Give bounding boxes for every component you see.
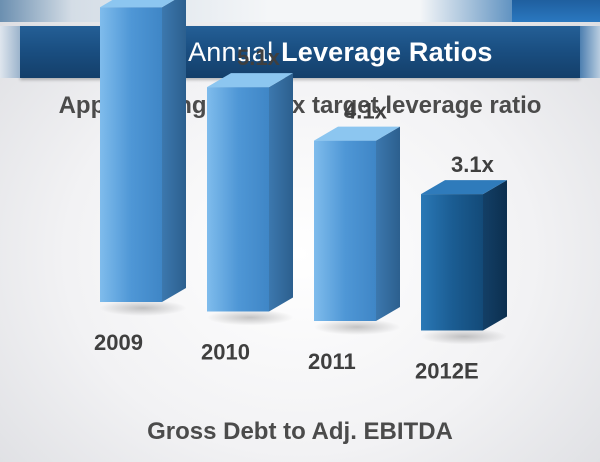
bar-shadow-2010 <box>206 309 294 326</box>
bar-2011 <box>313 126 401 335</box>
bar-side-2009 <box>162 0 186 302</box>
bar-side-2011 <box>376 126 400 321</box>
bar-top-2011 <box>314 126 400 141</box>
bar-2009 <box>99 0 187 316</box>
top-accent-block <box>512 0 600 22</box>
bar-shadow-2012e <box>420 328 508 345</box>
bar-2010 <box>206 73 294 326</box>
bar-front-2009 <box>100 7 162 302</box>
bar-top-2012e <box>421 180 507 195</box>
title-bar-left-edge <box>0 26 20 78</box>
category-label-2009: 2009 <box>94 330 143 355</box>
value-label-2012e: 3.1x <box>451 152 495 177</box>
bar-shadow-2011 <box>313 319 401 335</box>
bar-2012e <box>420 180 508 345</box>
bar-front-2010 <box>207 87 269 312</box>
value-label-2011: 4.1x <box>344 99 388 124</box>
bar-front-2011 <box>314 140 376 321</box>
value-label-2010: 5.1x <box>237 45 281 70</box>
category-label-2012e: 2012E <box>415 359 479 384</box>
bar-shadow-2009 <box>99 300 187 316</box>
chart-x-axis-label: Gross Debt to Adj. EBITDA <box>147 418 453 445</box>
bar-side-2010 <box>269 73 293 312</box>
bar-side-2012e <box>483 180 507 331</box>
title-bar-right-edge <box>580 26 600 78</box>
bar-top-2009 <box>100 0 175 8</box>
bars-group <box>99 0 508 345</box>
category-label-2011: 2011 <box>308 349 356 374</box>
title-bar: Lower Annual Leverage Ratios <box>0 26 600 78</box>
category-label-2010: 2010 <box>201 340 250 365</box>
bar-front-2012e <box>421 194 483 331</box>
bar-top-2010 <box>207 73 293 88</box>
slide-title-bold: Leverage Ratios <box>281 36 493 67</box>
